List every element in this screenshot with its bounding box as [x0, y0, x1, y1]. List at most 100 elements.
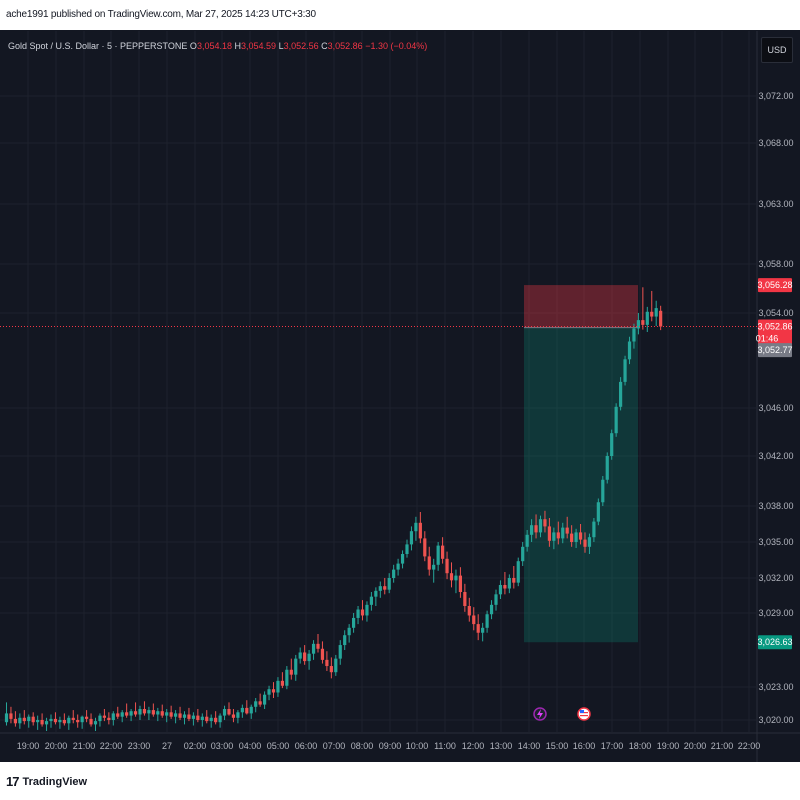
candle-body[interactable]	[619, 381, 623, 407]
candle-body[interactable]	[396, 563, 400, 570]
candle-body[interactable]	[538, 519, 543, 533]
candle-body[interactable]	[565, 527, 569, 534]
candle-body[interactable]	[191, 715, 195, 719]
symbol-legend[interactable]: Gold Spot / U.S. Dollar · 5 · PEPPERSTON…	[8, 41, 427, 51]
candle-body[interactable]	[445, 558, 449, 574]
candle-body[interactable]	[392, 569, 396, 578]
candle-body[interactable]	[525, 534, 529, 547]
candle-body[interactable]	[107, 717, 111, 720]
candle-body[interactable]	[494, 594, 498, 605]
candle-body[interactable]	[294, 658, 298, 675]
candle-body[interactable]	[441, 545, 445, 559]
candle-body[interactable]	[418, 522, 422, 539]
candle-body[interactable]	[481, 627, 485, 633]
candle-body[interactable]	[13, 718, 17, 724]
candle-body[interactable]	[516, 561, 520, 583]
candle-body[interactable]	[298, 652, 302, 659]
candle-body[interactable]	[561, 527, 565, 539]
candle-body[interactable]	[156, 711, 160, 715]
candle-body[interactable]	[27, 716, 31, 722]
candle-body[interactable]	[240, 707, 244, 713]
candle-body[interactable]	[578, 532, 583, 540]
candle-body[interactable]	[552, 532, 556, 541]
candle-body[interactable]	[218, 715, 222, 723]
candle-body[interactable]	[9, 713, 13, 719]
candle-body[interactable]	[36, 720, 40, 723]
candle-body[interactable]	[338, 645, 342, 659]
plot-area[interactable]	[0, 31, 757, 733]
candle-body[interactable]	[111, 713, 115, 720]
candle-body[interactable]	[503, 585, 507, 589]
candle-body[interactable]	[449, 573, 454, 581]
candle-body[interactable]	[320, 648, 325, 660]
candle-body[interactable]	[267, 689, 271, 695]
candle-body[interactable]	[467, 606, 471, 616]
candle-body[interactable]	[654, 308, 658, 317]
candle-body[interactable]	[222, 709, 227, 716]
time-axis-panel[interactable]	[0, 733, 757, 762]
candle-body[interactable]	[142, 709, 147, 714]
candle-body[interactable]	[387, 578, 391, 590]
candle-body[interactable]	[556, 532, 560, 539]
candle-body[interactable]	[489, 604, 494, 615]
candle-body[interactable]	[574, 532, 578, 542]
candle-body[interactable]	[414, 522, 418, 532]
candle-body[interactable]	[570, 533, 574, 542]
candle-body[interactable]	[151, 710, 155, 715]
candle-body[interactable]	[592, 521, 596, 538]
candle-body[interactable]	[4, 713, 9, 723]
candle-body[interactable]	[205, 716, 209, 722]
candle-body[interactable]	[400, 554, 405, 564]
candle-body[interactable]	[62, 720, 66, 724]
candle-body[interactable]	[169, 712, 173, 717]
us-flag-event-icon[interactable]	[577, 707, 591, 721]
candle-body[interactable]	[80, 716, 84, 723]
candle-body[interactable]	[458, 575, 462, 592]
candle-body[interactable]	[485, 614, 489, 628]
candle-body[interactable]	[93, 721, 98, 725]
candle-body[interactable]	[596, 502, 600, 522]
candle-body[interactable]	[423, 538, 427, 557]
candle-body[interactable]	[102, 715, 106, 718]
candle-body[interactable]	[534, 525, 538, 533]
candle-body[interactable]	[285, 669, 289, 686]
candle-body[interactable]	[125, 712, 129, 716]
candle-body[interactable]	[254, 701, 258, 707]
candle-body[interactable]	[360, 609, 365, 616]
candle-body[interactable]	[650, 311, 654, 317]
candle-body[interactable]	[120, 712, 124, 717]
candle-body[interactable]	[498, 585, 503, 595]
candle-body[interactable]	[641, 320, 645, 325]
candle-body[interactable]	[76, 720, 80, 723]
candle-body[interactable]	[329, 666, 333, 673]
candle-body[interactable]	[133, 711, 138, 715]
candle-body[interactable]	[280, 680, 284, 686]
candle-body[interactable]	[58, 720, 62, 723]
candle-body[interactable]	[378, 586, 382, 591]
candle-body[interactable]	[610, 433, 614, 456]
candle-body[interactable]	[512, 578, 516, 583]
candle-body[interactable]	[427, 556, 431, 570]
candle-body[interactable]	[98, 715, 102, 722]
candle-body[interactable]	[530, 525, 534, 535]
candle-body[interactable]	[174, 713, 178, 717]
candle-body[interactable]	[587, 537, 592, 547]
candle-body[interactable]	[40, 720, 44, 725]
candle-body[interactable]	[258, 701, 262, 705]
candle-body[interactable]	[165, 712, 169, 716]
candle-body[interactable]	[236, 712, 240, 718]
candle-body[interactable]	[182, 714, 187, 718]
candle-body[interactable]	[178, 713, 182, 718]
candle-body[interactable]	[311, 643, 316, 654]
candle-body[interactable]	[365, 604, 369, 616]
candle-body[interactable]	[138, 709, 142, 715]
candle-body[interactable]	[543, 519, 547, 527]
candle-body[interactable]	[67, 717, 71, 724]
candle-body[interactable]	[196, 715, 200, 720]
candle-body[interactable]	[187, 714, 191, 719]
candle-body[interactable]	[147, 710, 151, 714]
candle-body[interactable]	[356, 609, 360, 618]
tradingview-brand[interactable]: 17 TradingView	[6, 774, 87, 789]
candle-body[interactable]	[289, 669, 293, 675]
candle-body[interactable]	[316, 643, 320, 649]
